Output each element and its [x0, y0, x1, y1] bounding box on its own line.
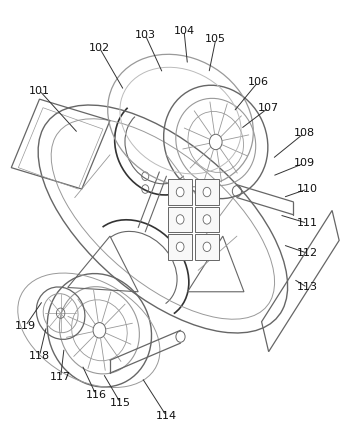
Circle shape: [203, 242, 211, 251]
Text: 118: 118: [29, 351, 50, 361]
Bar: [195, 234, 219, 260]
Circle shape: [176, 242, 184, 251]
Bar: [168, 179, 192, 205]
Text: 104: 104: [174, 26, 195, 35]
Text: 107: 107: [258, 102, 279, 113]
Text: 115: 115: [110, 398, 131, 408]
Circle shape: [203, 187, 211, 197]
Text: 116: 116: [86, 389, 106, 399]
Bar: [195, 179, 219, 205]
Text: 106: 106: [248, 77, 269, 87]
Text: 102: 102: [89, 43, 110, 53]
Circle shape: [176, 187, 184, 197]
Text: 111: 111: [297, 218, 318, 228]
Text: 110: 110: [297, 184, 318, 194]
Bar: [168, 207, 192, 232]
Text: 117: 117: [50, 372, 71, 382]
Text: 105: 105: [205, 34, 226, 44]
Text: 113: 113: [297, 283, 318, 293]
Text: 108: 108: [293, 128, 314, 138]
Text: 103: 103: [135, 30, 156, 40]
Circle shape: [176, 215, 184, 224]
Text: 101: 101: [29, 85, 50, 95]
Text: 109: 109: [293, 159, 314, 168]
Circle shape: [203, 215, 211, 224]
Text: 112: 112: [297, 248, 318, 258]
Bar: [195, 207, 219, 232]
Bar: [168, 234, 192, 260]
Text: 119: 119: [15, 321, 36, 331]
Text: 114: 114: [156, 411, 177, 421]
